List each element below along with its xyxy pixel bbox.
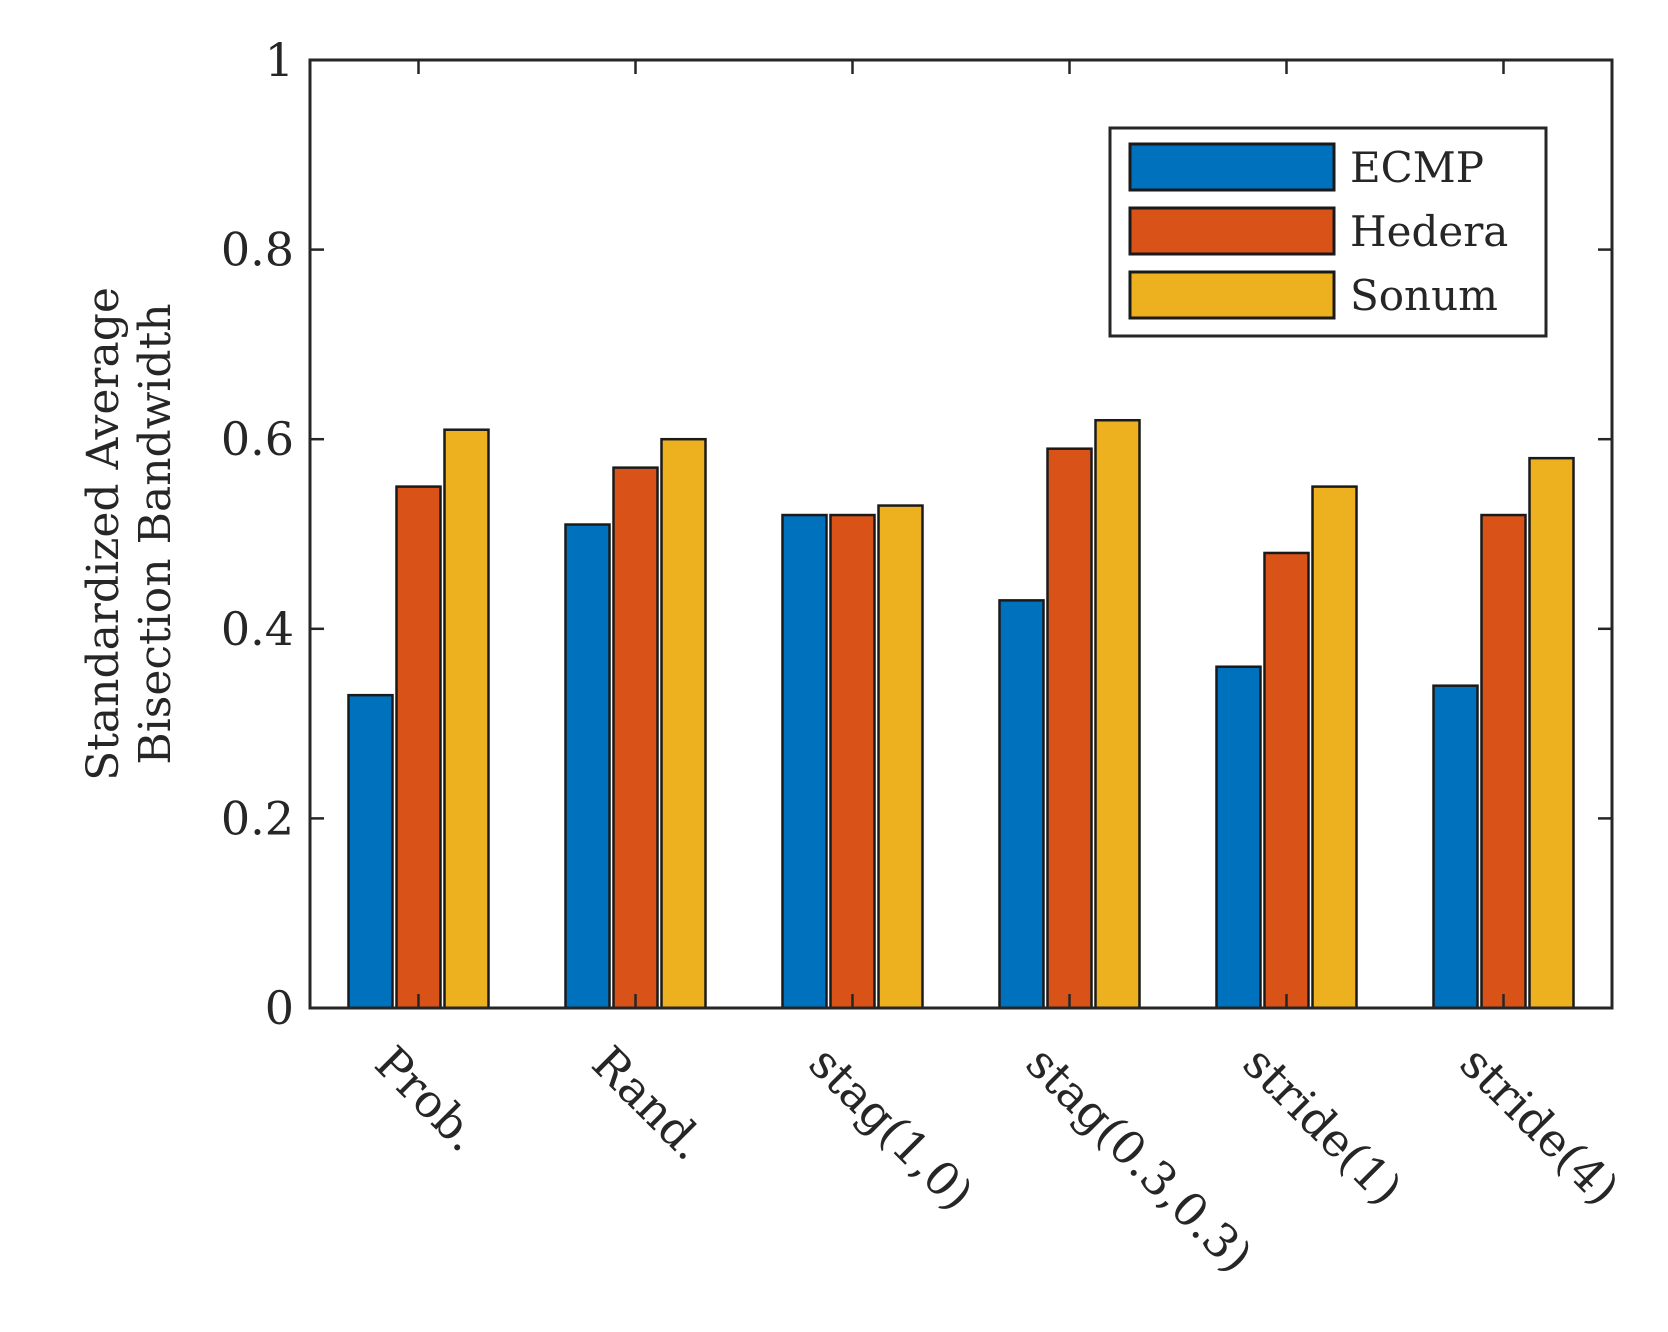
legend-label-sonum: Sonum <box>1350 271 1498 320</box>
y-axis-label-line-1: Standardized Average <box>78 287 129 781</box>
bar-ecmp-3 <box>998 599 1045 1010</box>
y-tick-label-4: 0.8 <box>221 223 294 277</box>
legend-swatch-ecmp <box>1128 142 1336 192</box>
x-tick-label-2: stag(1,0) <box>799 1036 984 1221</box>
bar-hedera-4 <box>1263 551 1310 1010</box>
y-axis-label-line-2: Bisection Bandwidth <box>130 303 181 764</box>
x-tick-label-1: Rand. <box>582 1036 717 1171</box>
bar-hedera-2 <box>829 513 876 1010</box>
y-axis-label: Standardized Average Bisection Bandwidth <box>78 287 181 781</box>
y-axis-tick-labels: 0 0.2 0.4 0.6 0.8 1 <box>221 33 294 1035</box>
bars-layer <box>347 418 1575 1010</box>
y-tick-label-2: 0.4 <box>221 602 294 656</box>
bar-sonum-5 <box>1528 456 1575 1010</box>
plot-frame <box>308 58 1614 1010</box>
legend-label-ecmp: ECMP <box>1350 143 1484 192</box>
bar-hedera-5 <box>1480 513 1527 1010</box>
ticks-layer <box>310 58 1612 1010</box>
bar-ecmp-5 <box>1432 684 1479 1010</box>
bar-ecmp-1 <box>564 523 611 1010</box>
bar-hedera-3 <box>1046 447 1093 1010</box>
bar-sonum-2 <box>877 504 924 1010</box>
legend-swatch-hedera <box>1128 206 1336 256</box>
bar-ecmp-4 <box>1215 665 1262 1010</box>
bar-sonum-0 <box>443 428 490 1010</box>
y-tick-label-1: 0.2 <box>221 791 294 845</box>
x-tick-label-5: stride(4) <box>1450 1036 1630 1216</box>
bar-sonum-4 <box>1311 485 1358 1010</box>
x-tick-label-0: Prob. <box>365 1036 491 1162</box>
bar-ecmp-0 <box>347 693 394 1010</box>
legend: ECMP Hedera Sonum <box>1108 126 1548 338</box>
y-tick-label-0: 0 <box>265 981 294 1035</box>
x-axis-tick-labels: Prob. Rand. stag(1,0) stag(0.3,0.3)stride(1… <box>365 1036 1630 1283</box>
x-tick-label-3: stag(0.3,0.3) <box>1016 1036 1263 1283</box>
bar-ecmp-2 <box>781 513 828 1010</box>
bar-sonum-3 <box>1094 418 1141 1010</box>
legend-label-hedera: Hedera <box>1350 207 1508 256</box>
y-tick-label-3: 0.6 <box>221 412 294 466</box>
bar-sonum-1 <box>660 437 707 1010</box>
x-tick-label-4: stride(1) <box>1233 1036 1413 1216</box>
bar-hedera-0 <box>395 485 442 1010</box>
y-tick-label-5: 1 <box>265 33 294 87</box>
bar-hedera-1 <box>612 466 659 1010</box>
legend-swatch-sonum <box>1128 270 1336 320</box>
